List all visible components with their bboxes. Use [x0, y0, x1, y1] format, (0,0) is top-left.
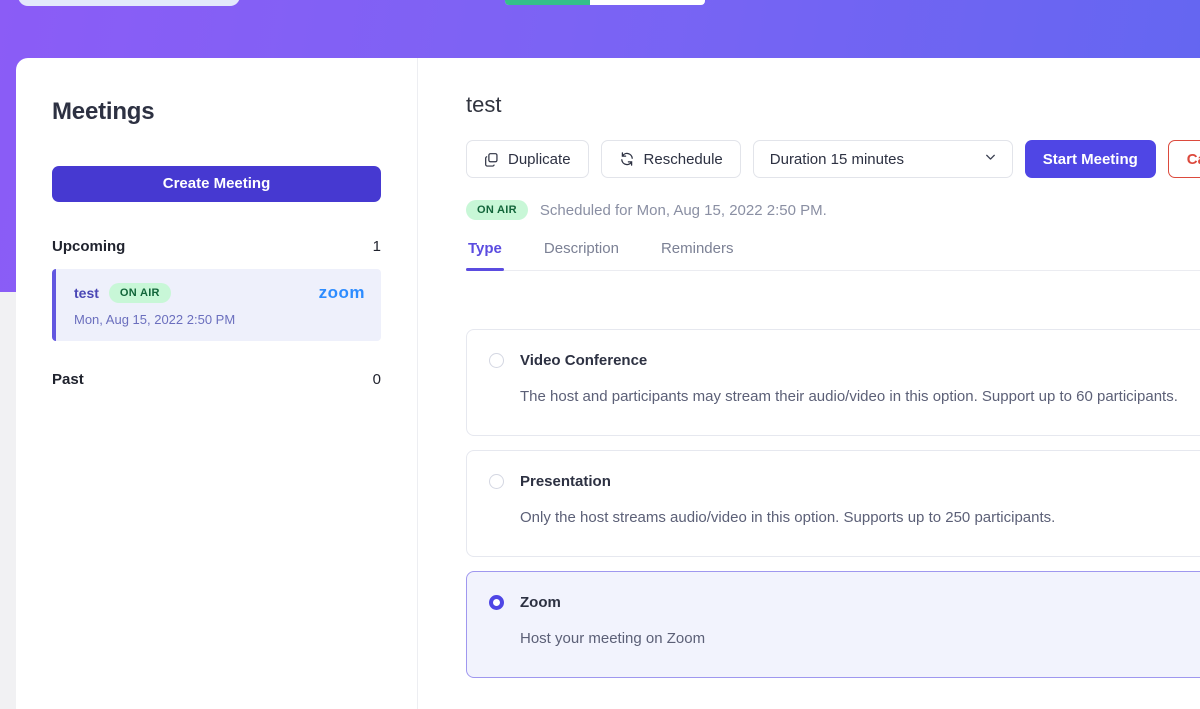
radio-zoom[interactable] [489, 595, 504, 610]
duration-select[interactable]: Duration 15 minutes [752, 140, 1013, 178]
start-meeting-button[interactable]: Start Meeting [1024, 140, 1156, 178]
option-header: Zoom [489, 594, 1191, 611]
option-title: Zoom [520, 594, 561, 611]
tab-bar: Type Description Reminders [466, 240, 1200, 271]
top-chrome-pill [18, 0, 240, 6]
section-header-upcoming: Upcoming 1 [52, 238, 381, 255]
meeting-title: test [466, 92, 502, 117]
duplicate-button[interactable]: Duplicate [466, 140, 589, 178]
section-label-upcoming: Upcoming [52, 238, 126, 255]
option-title: Presentation [520, 473, 611, 490]
cancel-meeting-button[interactable]: Cancel Meeting [1167, 140, 1200, 178]
option-header: Presentation [489, 473, 1191, 490]
tab-reminders[interactable]: Reminders [660, 240, 734, 257]
radio-presentation[interactable] [489, 474, 504, 489]
main-card: Meetings Create Meeting Upcoming 1 test … [16, 58, 1200, 709]
refresh-icon [619, 151, 635, 167]
option-description: Host your meeting on Zoom [520, 630, 706, 647]
status-badge: ON AIR [108, 283, 171, 303]
radio-video-conference[interactable] [489, 353, 504, 368]
option-title: Video Conference [520, 352, 648, 369]
status-badge-onair: ON AIR [466, 200, 528, 220]
create-meeting-button[interactable]: Create Meeting [52, 166, 381, 202]
duplicate-label: Duplicate [508, 150, 571, 168]
meeting-item-identity: test ON AIR [74, 283, 171, 303]
top-progress-bar [505, 0, 705, 5]
tab-type[interactable]: Type [466, 240, 504, 271]
option-card-zoom[interactable]: Zoom Host your meeting on Zoom [466, 571, 1200, 678]
section-count-upcoming: 1 [372, 238, 381, 255]
list-item[interactable]: test ON AIR zoom Mon, Aug 15, 2022 2:50 … [52, 269, 381, 341]
meeting-item-top-row: test ON AIR zoom [74, 283, 365, 303]
reschedule-label: Reschedule [643, 150, 723, 168]
action-toolbar: Duplicate Reschedule Duration 15 m [466, 140, 1200, 178]
zoom-logo-icon: zoom [318, 283, 365, 302]
duration-value: Duration 15 minutes [769, 150, 905, 168]
option-card-presentation[interactable]: Presentation Only the host streams audio… [466, 450, 1200, 557]
scheduled-text: Scheduled for Mon, Aug 15, 2022 2:50 PM. [539, 201, 827, 219]
section-header-past: Past 0 [52, 371, 381, 388]
option-card-video-conference[interactable]: Video Conference The host and participan… [466, 329, 1200, 436]
main-panel: test Duplicate [418, 58, 1200, 709]
meeting-item-name: test [74, 285, 99, 301]
option-description: Only the host streams audio/video in thi… [520, 509, 1056, 526]
tab-description[interactable]: Description [543, 240, 619, 257]
sidebar: Meetings Create Meeting Upcoming 1 test … [16, 58, 418, 709]
section-label-past: Past [52, 371, 84, 388]
meeting-item-date: Mon, Aug 15, 2022 2:50 PM [74, 312, 236, 327]
status-row: ON AIR Scheduled for Mon, Aug 15, 2022 2… [466, 200, 1200, 220]
section-count-past: 0 [372, 371, 381, 388]
meeting-type-options: Video Conference The host and participan… [466, 329, 1200, 678]
copy-icon [484, 152, 499, 167]
option-description: The host and participants may stream the… [520, 388, 1178, 405]
top-progress-fill [505, 0, 590, 5]
page-title: Meetings [52, 98, 155, 125]
option-header: Video Conference [489, 352, 1191, 369]
chevron-down-icon [983, 150, 998, 169]
reschedule-button[interactable]: Reschedule [600, 140, 741, 178]
